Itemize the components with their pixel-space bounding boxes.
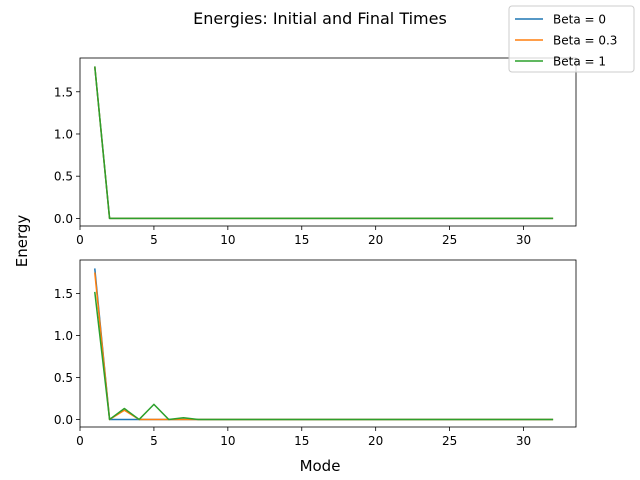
- series-line-beta-1: [94, 291, 554, 421]
- figure-title: Energies: Initial and Final Times: [193, 9, 447, 28]
- x-tick-label: 10: [220, 434, 235, 448]
- x-tick-label: 0: [76, 434, 84, 448]
- x-tick-label: 25: [442, 233, 457, 247]
- y-tick-label: 1.0: [54, 329, 73, 343]
- x-tick-label: 15: [294, 434, 309, 448]
- legend-label: Beta = 0.3: [553, 34, 617, 48]
- y-axis-label: Energy: [13, 215, 31, 268]
- y-tick-label: 0.5: [54, 371, 73, 385]
- x-tick-label: 5: [150, 434, 158, 448]
- y-tick-label: 0.0: [54, 413, 73, 427]
- legend-label: Beta = 0: [553, 13, 606, 27]
- y-tick-label: 0.5: [54, 170, 73, 184]
- y-tick-label: 0.0: [54, 212, 73, 226]
- series-line-beta-1: [94, 66, 554, 220]
- legend-label: Beta = 1: [553, 55, 606, 69]
- x-tick-label: 20: [368, 434, 383, 448]
- x-tick-label: 10: [220, 233, 235, 247]
- x-axis-label: Mode: [300, 457, 341, 475]
- x-tick-label: 15: [294, 233, 309, 247]
- axes-frame: [79, 57, 577, 227]
- subplots: 0 5 10 15 20 25 300.00.51.01.50 5 10 15 20 25 300.00…: [54, 57, 577, 448]
- x-tick-label: 30: [516, 233, 531, 247]
- x-tick-label: 0: [76, 233, 84, 247]
- x-tick-label: 30: [516, 434, 531, 448]
- subplot-2: 0 5 10 15 20 25 30 0.0 0.5 1.0 1.5: [54, 259, 577, 448]
- axes-frame: [79, 259, 577, 428]
- y-tick-label: 1.0: [54, 127, 73, 141]
- y-tick-label: 1.5: [54, 287, 73, 301]
- y-tick-label: 1.5: [54, 85, 73, 99]
- x-tick-label: 5: [150, 233, 158, 247]
- subplot-1: 0 5 10 15 20 25 30 0.0 0.5 1.0 1.5: [54, 57, 577, 247]
- legend: Beta = 0 Beta = 0.3 Beta = 1: [508, 5, 635, 73]
- x-tick-label: 25: [442, 434, 457, 448]
- x-tick-label: 20: [368, 233, 383, 247]
- legend-box: [508, 5, 635, 73]
